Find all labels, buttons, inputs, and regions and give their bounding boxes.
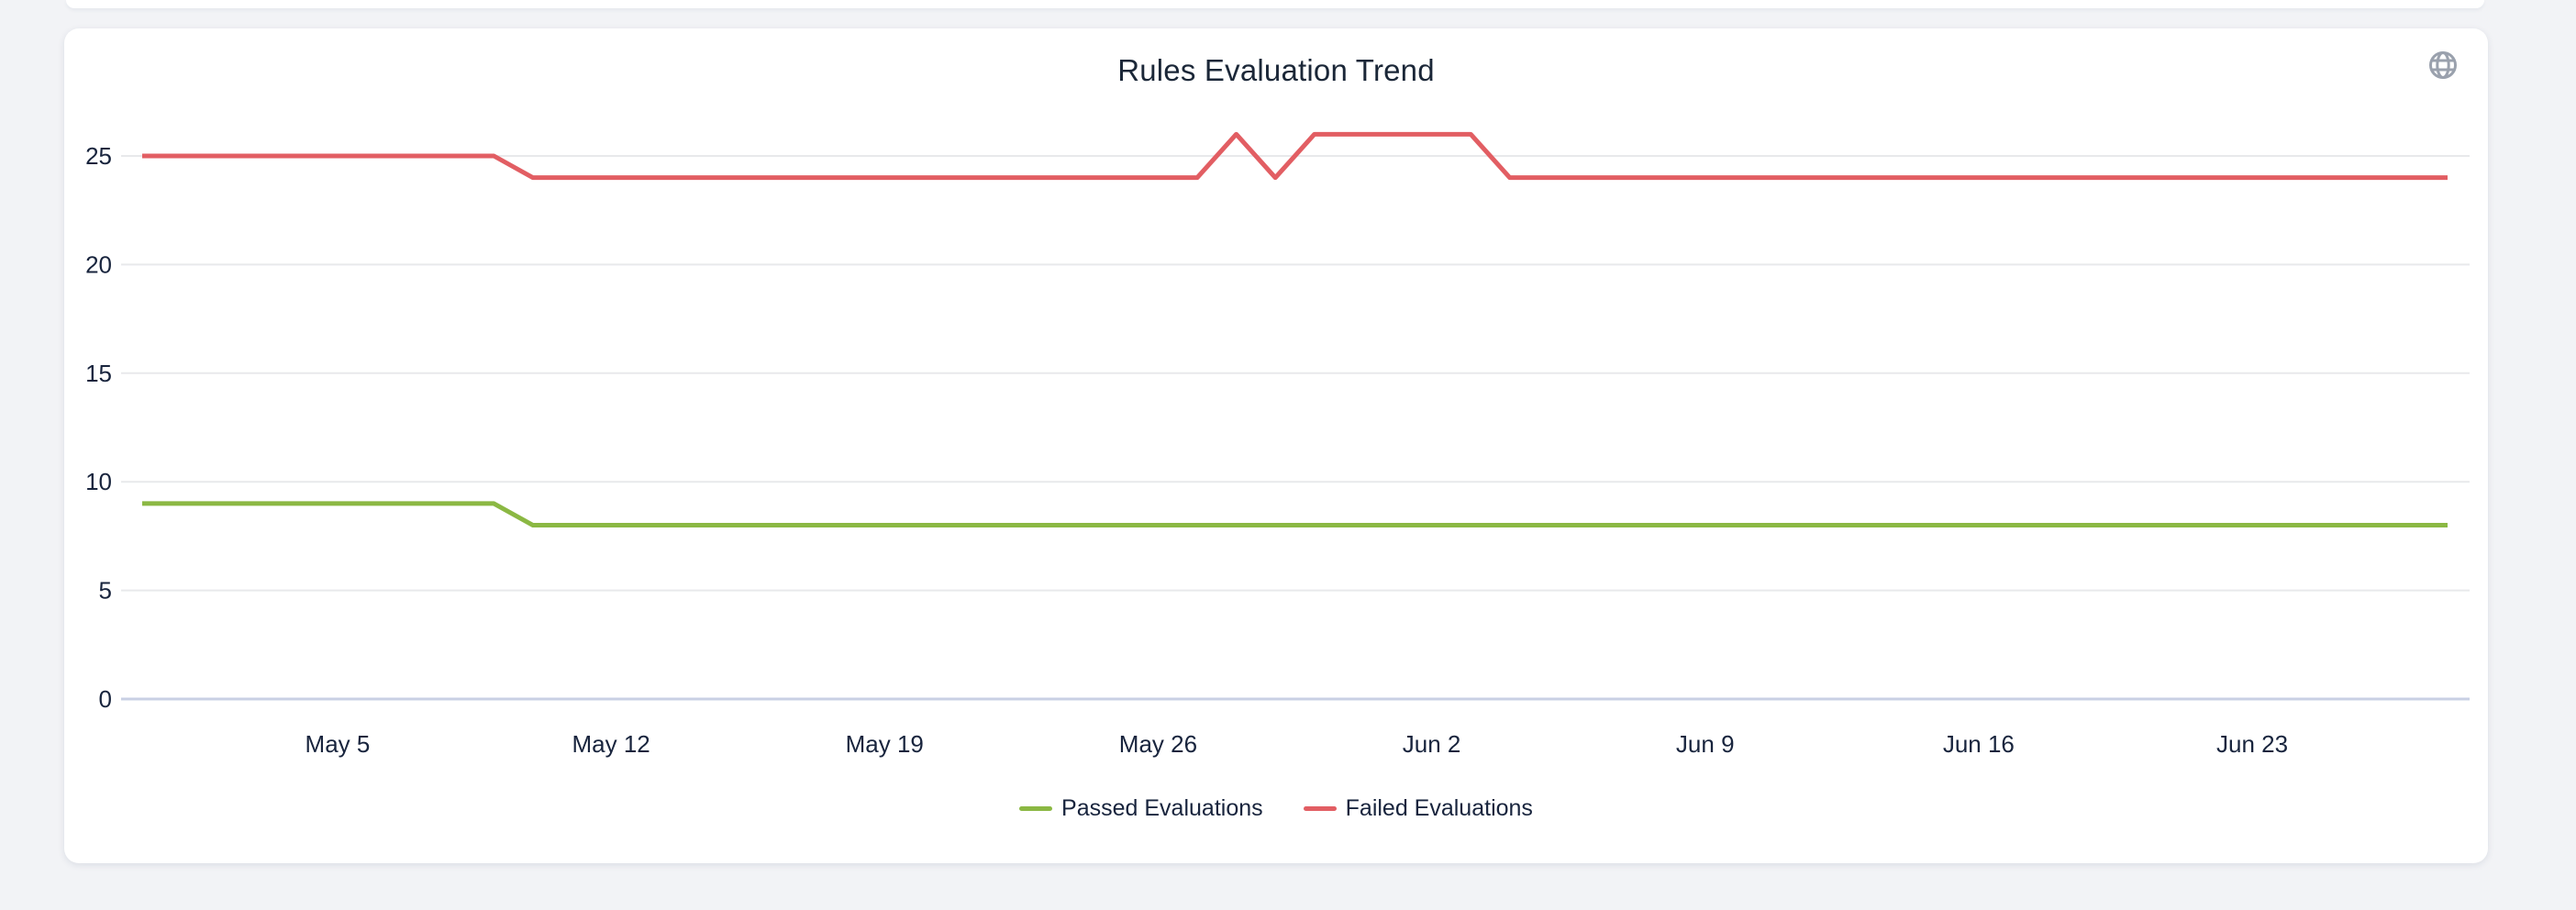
chart-title: Rules Evaluation Trend bbox=[1117, 53, 1435, 87]
trend-chart: 0 5 10 15 20 25 May 5 May 12 May 19 May 26 Jun 2 Ju… bbox=[85, 131, 2470, 758]
legend-swatch-passed bbox=[1019, 806, 1053, 811]
globe-icon bbox=[2429, 51, 2457, 79]
series-line-failed-evaluations bbox=[142, 131, 2448, 181]
x-axis-tick-label: May 5 bbox=[305, 730, 371, 758]
legend-item-failed-evaluations[interactable]: Failed Evaluations bbox=[1303, 795, 1533, 822]
y-axis-tick-label: 10 bbox=[85, 468, 112, 495]
x-axis-tick-label: Jun 16 bbox=[1943, 730, 2015, 758]
y-axis-tick-label: 15 bbox=[85, 360, 112, 387]
x-axis-tick-label: May 26 bbox=[1119, 730, 1197, 758]
legend-swatch-failed bbox=[1303, 806, 1337, 811]
rules-evaluation-trend-card: Rules Evaluation Trend 0 5 10 15 20 25 May 5 Ma… bbox=[64, 28, 2488, 863]
x-axis-tick-label: Jun 2 bbox=[1403, 730, 1461, 758]
previous-card-bottom-edge bbox=[66, 0, 2484, 8]
x-axis-tick-label: May 12 bbox=[572, 730, 650, 758]
x-axis-tick-label: Jun 23 bbox=[2216, 730, 2288, 758]
y-axis-tick-label: 20 bbox=[85, 250, 112, 278]
y-axis-tick-label: 5 bbox=[99, 577, 112, 605]
legend-label-failed: Failed Evaluations bbox=[1345, 795, 1533, 821]
legend-label-passed: Passed Evaluations bbox=[1061, 795, 1263, 821]
x-axis-tick-label: May 19 bbox=[846, 730, 924, 758]
legend-item-passed-evaluations[interactable]: Passed Evaluations bbox=[1019, 795, 1263, 822]
y-axis-tick-label: 0 bbox=[99, 685, 112, 713]
y-axis-tick-label: 25 bbox=[85, 142, 112, 170]
globe-button[interactable] bbox=[2426, 49, 2459, 82]
chart-legend: Passed Evaluations Failed Evaluations bbox=[64, 795, 2488, 822]
series-line-passed-evaluations bbox=[142, 501, 2448, 528]
x-axis-tick-label: Jun 9 bbox=[1676, 730, 1735, 758]
